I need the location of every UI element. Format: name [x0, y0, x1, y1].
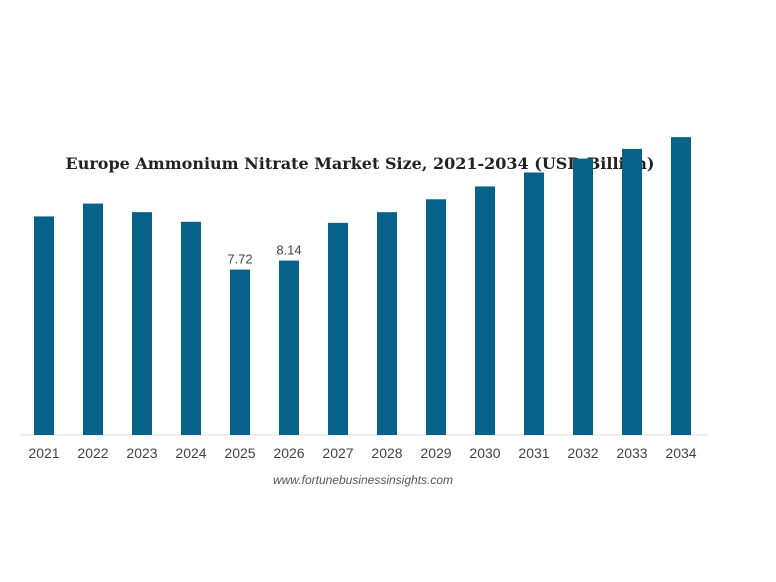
- bar-2023: [132, 212, 152, 435]
- x-tick-label-2026: 2026: [273, 445, 304, 461]
- bar-2033: [622, 148, 642, 435]
- x-tick-label-2022: 2022: [77, 445, 108, 461]
- bar-2026: [279, 260, 299, 435]
- labels-group: 2021 2022 2023 2024 2025 7.72 2026 8.14 2027 2028…: [28, 243, 696, 461]
- bar-2034: [671, 137, 691, 435]
- x-tick-label-2032: 2032: [567, 445, 598, 461]
- bars-group: [34, 137, 691, 436]
- bar-2032: [573, 158, 593, 436]
- x-tick-label-2025: 2025: [224, 445, 255, 461]
- bar-2028: [377, 212, 397, 435]
- bar-2021: [34, 216, 54, 435]
- x-tick-label-2023: 2023: [126, 445, 157, 461]
- bar-2022: [83, 203, 103, 435]
- x-tick-label-2031: 2031: [518, 445, 549, 461]
- source-credit: www.fortunebusinessinsights.com: [272, 473, 454, 487]
- x-tick-label-2028: 2028: [371, 445, 402, 461]
- x-tick-label-2034: 2034: [665, 445, 696, 461]
- x-tick-label-2024: 2024: [175, 445, 206, 461]
- bar-2025: [230, 269, 250, 435]
- bar-2024: [181, 221, 201, 435]
- bar-2029: [426, 199, 446, 435]
- chart-title: Europe Ammonium Nitrate Market Size, 202…: [65, 154, 655, 173]
- x-tick-label-2021: 2021: [28, 445, 59, 461]
- bar-2027: [328, 222, 348, 435]
- x-tick-label-2030: 2030: [469, 445, 500, 461]
- x-tick-label-2033: 2033: [616, 445, 647, 461]
- data-label-2025: 7.72: [227, 252, 252, 267]
- data-label-2026: 8.14: [276, 243, 301, 258]
- x-tick-label-2027: 2027: [322, 445, 353, 461]
- bar-2031: [524, 172, 544, 435]
- x-tick-label-2029: 2029: [420, 445, 451, 461]
- bar-2030: [475, 186, 495, 435]
